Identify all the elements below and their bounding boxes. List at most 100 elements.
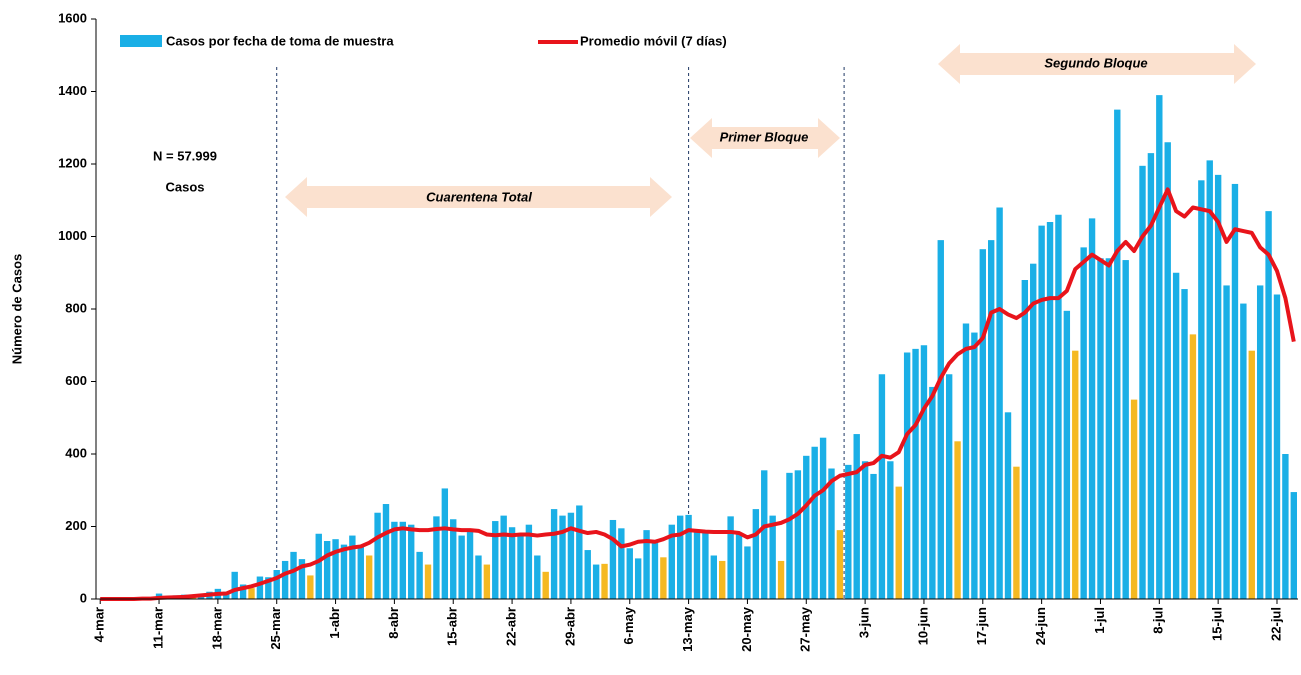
bar	[719, 560, 726, 599]
bar	[601, 563, 608, 599]
bar	[761, 470, 768, 599]
bar	[988, 240, 995, 599]
bar	[441, 488, 449, 599]
bar	[1105, 258, 1113, 599]
y-tick-label: 0	[80, 590, 87, 605]
bar	[954, 441, 961, 599]
bar	[592, 564, 600, 599]
bar	[500, 515, 507, 599]
bar	[929, 386, 936, 599]
bar	[1181, 289, 1188, 599]
bar	[1240, 303, 1247, 599]
bar	[702, 531, 709, 599]
bar	[408, 524, 415, 599]
x-tick-label: 22-abr	[504, 607, 519, 646]
moving-average-line	[100, 187, 1296, 601]
y-tick-label: 600	[65, 373, 87, 388]
bar	[1114, 109, 1121, 599]
x-tick-label: 22-jul	[1268, 607, 1283, 641]
bar	[281, 560, 289, 599]
x-tick-label: 17-jun	[974, 607, 989, 645]
bar	[685, 514, 692, 599]
y-tick-label: 400	[65, 445, 87, 460]
bar	[861, 461, 869, 599]
bar	[382, 504, 390, 599]
bar	[416, 551, 423, 599]
annotation: Segundo Bloque	[1044, 55, 1147, 70]
annotation: N = 57.999	[153, 148, 217, 163]
x-tick-label: 24-jun	[1033, 607, 1048, 645]
x-tick-label: 1-jul	[1092, 607, 1107, 634]
x-tick-label: 1-abr	[327, 607, 342, 639]
bar	[231, 571, 238, 599]
legend-swatch	[120, 35, 162, 47]
bar	[550, 509, 558, 599]
bar	[1214, 174, 1222, 599]
bar	[340, 544, 348, 599]
legend-label: Promedio móvil (7 días)	[580, 33, 727, 48]
bar	[1248, 350, 1255, 599]
bar	[803, 455, 810, 599]
period-arrow	[285, 177, 672, 217]
x-tick-label: 13-may	[680, 606, 695, 652]
bar	[559, 515, 566, 599]
bar	[819, 437, 827, 599]
bar	[475, 555, 482, 599]
x-tick-label: 27-may	[798, 606, 813, 652]
bar	[433, 516, 440, 599]
bar	[1164, 142, 1171, 599]
period-arrow	[690, 118, 840, 158]
bar	[399, 521, 406, 599]
bar	[1265, 211, 1272, 599]
bar	[584, 550, 591, 599]
x-tick-label: 6-may	[621, 606, 636, 644]
bar	[1063, 310, 1071, 599]
x-tick-label: 8-jul	[1151, 607, 1166, 634]
bar	[332, 539, 339, 599]
y-tick-label: 800	[65, 300, 87, 315]
bar	[727, 516, 734, 599]
bar	[1189, 334, 1197, 599]
bar	[1282, 454, 1289, 599]
bar	[845, 464, 852, 599]
bar	[450, 519, 457, 599]
bar	[374, 512, 381, 599]
bar	[357, 546, 364, 599]
bar	[945, 374, 953, 599]
bar	[920, 345, 928, 599]
bar	[290, 551, 297, 599]
bar	[769, 515, 776, 599]
bar	[239, 584, 247, 599]
bar	[576, 505, 583, 599]
bar	[903, 352, 911, 599]
bar	[298, 559, 306, 599]
bar	[492, 521, 499, 599]
bar	[971, 332, 978, 599]
bar	[1088, 218, 1096, 599]
bar	[643, 530, 650, 599]
y-tick-label: 1000	[58, 228, 87, 243]
bar	[828, 468, 835, 599]
y-axis-label: Número de Casos	[9, 254, 24, 365]
bar	[962, 323, 970, 599]
bar	[836, 530, 844, 599]
x-tick-label: 15-jul	[1210, 607, 1225, 641]
bar	[1055, 214, 1062, 599]
bar	[517, 535, 524, 599]
bar	[668, 524, 675, 599]
bar	[1147, 153, 1155, 599]
x-tick-label: 10-jun	[915, 607, 930, 645]
bar	[979, 249, 986, 599]
bar	[1021, 280, 1029, 599]
bar	[1198, 180, 1205, 599]
bar	[710, 555, 718, 599]
annotation: Primer Bloque	[720, 129, 809, 144]
bar	[349, 535, 356, 599]
bar	[870, 473, 877, 599]
x-tick-label: 8-abr	[386, 607, 401, 639]
bar	[567, 512, 575, 599]
bar	[895, 486, 902, 599]
bar	[315, 533, 322, 599]
x-tick-label: 3-jun	[857, 607, 872, 638]
bar	[265, 577, 272, 599]
